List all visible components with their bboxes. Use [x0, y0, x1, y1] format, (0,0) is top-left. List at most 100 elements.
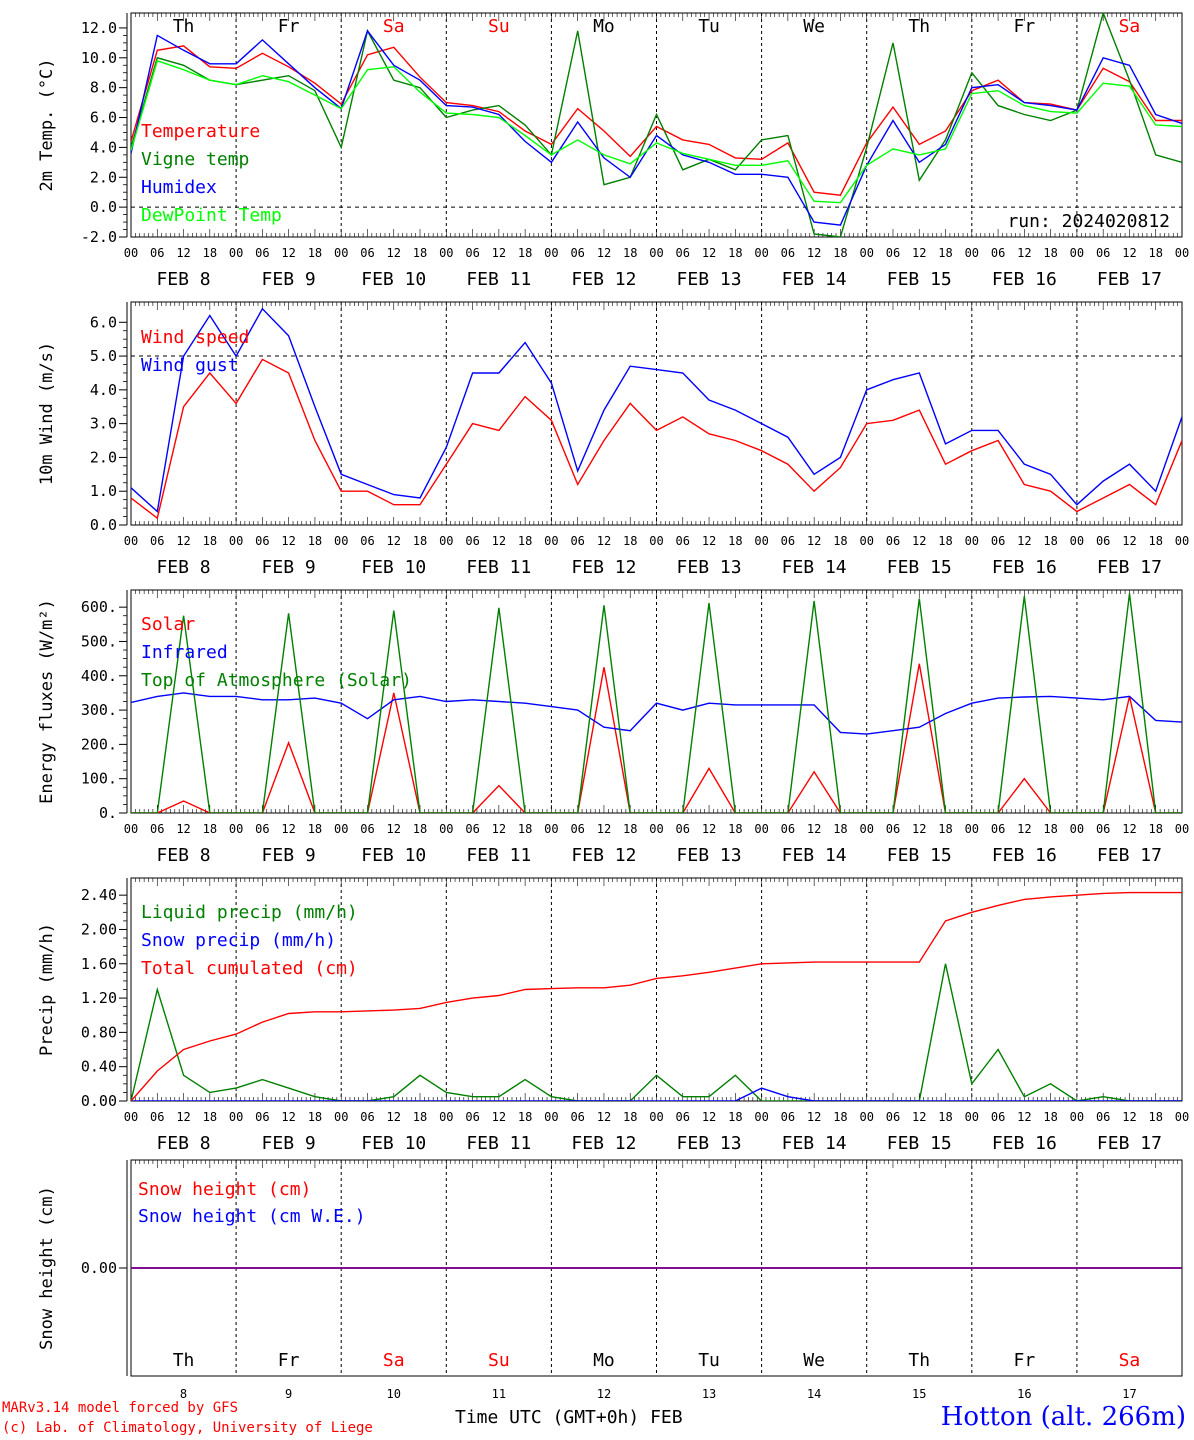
- date-label: FEB 12: [571, 1133, 636, 1154]
- hour-label: 06: [1096, 1110, 1110, 1124]
- date-label: FEB 17: [1097, 557, 1162, 578]
- hour-label: 00: [754, 1110, 768, 1124]
- hour-label: 00: [754, 822, 768, 836]
- date-label: FEB 8: [156, 557, 210, 578]
- date-label: FEB 16: [992, 557, 1057, 578]
- date-label: FEB 13: [677, 1133, 742, 1154]
- hour-label: 00: [124, 1110, 138, 1124]
- y-tick-label: 6.0: [90, 313, 117, 331]
- hour-label: 00: [1070, 1110, 1084, 1124]
- y-tick-label: 8.0: [90, 79, 117, 97]
- hour-label: 06: [150, 246, 164, 260]
- y-tick-label: 200.: [81, 735, 117, 753]
- y-axis-title: Energy fluxes (W/m²): [37, 599, 57, 804]
- hour-label: 18: [203, 246, 217, 260]
- hour-label: 12: [912, 1110, 926, 1124]
- date-label: FEB 13: [677, 269, 742, 290]
- legend-entry: Top of Atmosphere (Solar): [141, 670, 412, 691]
- hour-label: 06: [570, 246, 584, 260]
- hour-label: 00: [754, 534, 768, 548]
- y-tick-label: 2.40: [81, 886, 117, 904]
- series-line-dewpoint-temp: [131, 59, 1182, 204]
- hour-label: 06: [255, 822, 269, 836]
- weekday-label: Su: [488, 1350, 510, 1371]
- hour-label: 00: [1175, 1110, 1189, 1124]
- weekday-label: Tu: [698, 1350, 720, 1371]
- hour-label: 12: [912, 822, 926, 836]
- hour-label: 06: [465, 534, 479, 548]
- hour-label: 18: [413, 1110, 427, 1124]
- hour-label: 18: [833, 1110, 847, 1124]
- date-label: FEB 15: [887, 269, 952, 290]
- hour-label: 18: [1043, 1110, 1057, 1124]
- legend-entry: Snow height (cm W.E.): [138, 1206, 366, 1227]
- hour-label: 18: [623, 534, 637, 548]
- y-tick-label: 0.0: [90, 516, 117, 534]
- y-axis-title: Precip (mm/h): [37, 923, 57, 1056]
- hour-label: 00: [439, 1110, 453, 1124]
- hour-label: 06: [150, 1110, 164, 1124]
- hour-label: 06: [360, 534, 374, 548]
- hour-label: 06: [255, 246, 269, 260]
- hour-label: 00: [334, 1110, 348, 1124]
- hour-label: 00: [1070, 822, 1084, 836]
- day-number-label: 15: [912, 1387, 926, 1401]
- hour-label: 06: [781, 822, 795, 836]
- weekday-label: Th: [173, 16, 195, 37]
- date-label: FEB 9: [262, 269, 316, 290]
- date-label: FEB 14: [782, 557, 847, 578]
- hour-label: 12: [387, 822, 401, 836]
- hour-label: 06: [1096, 534, 1110, 548]
- hour-label: 06: [886, 1110, 900, 1124]
- legend-entry: Liquid precip (mm/h): [141, 902, 358, 923]
- hour-label: 00: [124, 822, 138, 836]
- date-label: FEB 12: [571, 845, 636, 866]
- hour-label: 00: [965, 534, 979, 548]
- hour-label: 12: [492, 534, 506, 548]
- y-tick-label: 400.: [81, 667, 117, 685]
- hour-label: 18: [308, 822, 322, 836]
- hour-label: 00: [649, 246, 663, 260]
- date-label: FEB 15: [887, 845, 952, 866]
- y-axis-title: Snow height (cm): [37, 1186, 57, 1350]
- hour-label: 12: [1122, 1110, 1136, 1124]
- legend-entry: Temperature: [141, 121, 260, 142]
- hour-label: 00: [1070, 246, 1084, 260]
- series-line-infrared: [131, 692, 1182, 735]
- weekday-label: Sa: [1119, 1350, 1141, 1371]
- hour-label: 18: [623, 1110, 637, 1124]
- hour-label: 18: [203, 822, 217, 836]
- hour-label: 06: [676, 534, 690, 548]
- hour-label: 00: [965, 1110, 979, 1124]
- hour-label: 18: [1148, 822, 1162, 836]
- series-line-vigne-temp: [131, 13, 1182, 237]
- hour-label: 12: [492, 246, 506, 260]
- weekday-label: Sa: [383, 16, 405, 37]
- date-label: FEB 11: [466, 1133, 531, 1154]
- y-tick-label: 1.20: [81, 989, 117, 1007]
- hour-label: 06: [255, 1110, 269, 1124]
- y-tick-label: 100.: [81, 770, 117, 788]
- hour-label: 00: [334, 246, 348, 260]
- hour-label: 06: [886, 822, 900, 836]
- weekday-label: Mo: [593, 16, 615, 37]
- hour-label: 12: [176, 534, 190, 548]
- weekday-label: Sa: [383, 1350, 405, 1371]
- date-label: FEB 16: [992, 1133, 1057, 1154]
- hour-label: 00: [859, 1110, 873, 1124]
- hour-label: 06: [886, 534, 900, 548]
- hour-label: 12: [1122, 822, 1136, 836]
- panel-temperature: -2.0 0.0 2.0 4.0 6.0 8.0 10.0 12.0 2m Temp. (°C)…: [37, 12, 1189, 290]
- hour-label: 00: [124, 534, 138, 548]
- hour-label: 06: [465, 246, 479, 260]
- panel-energy: 0. 100. 200. 300. 400. 500. 600. Energy fluxes …: [37, 589, 1189, 866]
- hour-label: 06: [676, 246, 690, 260]
- hour-label: 00: [859, 534, 873, 548]
- series-group: [131, 593, 1182, 813]
- date-label: FEB 17: [1097, 845, 1162, 866]
- hour-label: 06: [1096, 822, 1110, 836]
- weekday-label: Th: [908, 1350, 930, 1371]
- y-tick-label: 300.: [81, 701, 117, 719]
- hour-label: 12: [597, 1110, 611, 1124]
- date-label: FEB 17: [1097, 1133, 1162, 1154]
